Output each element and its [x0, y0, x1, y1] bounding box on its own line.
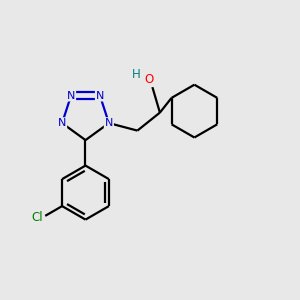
Text: N: N — [67, 91, 75, 100]
Text: O: O — [144, 73, 153, 86]
Text: N: N — [96, 91, 104, 100]
Text: N: N — [105, 118, 113, 128]
Text: Cl: Cl — [31, 211, 43, 224]
Text: H: H — [131, 68, 140, 81]
Text: N: N — [58, 118, 66, 128]
